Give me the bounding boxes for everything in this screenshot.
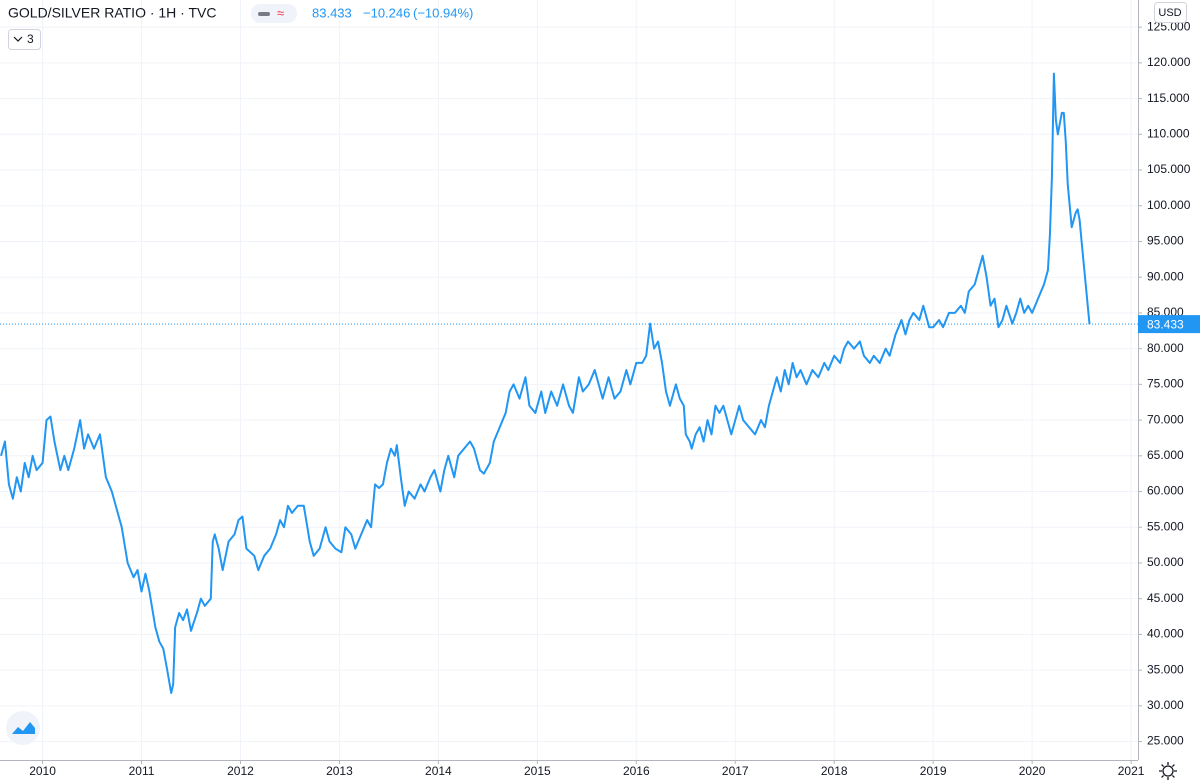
y-tick-label: 45.000 [1147,591,1184,605]
gear-teeth [1159,762,1177,780]
gear-icon [1162,765,1174,777]
settings-button[interactable] [1159,762,1177,780]
price-line [0,72,1091,694]
hide-icon [258,12,270,16]
y-tick-label: 120.000 [1147,55,1191,69]
y-tick-label: 65.000 [1147,448,1184,462]
compare-icon: ≈ [277,5,284,20]
axes: 25.000 30.000 35.000 40.000 45.000 50.000 55.0… [29,19,1200,778]
y-tick-label: 55.000 [1147,519,1184,533]
x-tick-label: 2012 [227,764,254,778]
y-tick-label: 70.000 [1147,412,1184,426]
x-tick-label: 2018 [821,764,848,778]
change: −10.246 [363,5,410,20]
y-tick-label: 110.000 [1147,126,1190,140]
y-tick-label: 30.000 [1147,698,1184,712]
y-tick-label: 75.000 [1147,377,1184,391]
logo[interactable] [6,711,40,745]
x-tick-label: 2019 [920,764,947,778]
x-tick-label: 2020 [1019,764,1046,778]
time-axis-bg [0,760,1200,783]
x-tick-label: 2011 [129,764,155,778]
x-tick-label: 2013 [326,764,353,778]
x-tick-label: 2017 [722,764,749,778]
grid [0,0,1138,760]
y-tick-label: 105.000 [1147,162,1191,176]
x-tick-label: 2021 [1118,764,1145,778]
change-percent: (−10.94%) [413,5,473,20]
x-tick-label: 2010 [29,764,56,778]
last-price-box [1138,315,1200,334]
y-tick-label: 50.000 [1147,555,1184,569]
indicator-count: 3 [27,32,34,46]
y-tick-label: 115.000 [1147,91,1190,105]
legend-toggle[interactable] [251,4,297,23]
y-tick-label: 100.000 [1147,198,1191,212]
y-tick-label: 40.000 [1147,627,1184,641]
y-tick-label: 60.000 [1147,484,1184,498]
indicators-toggle[interactable] [8,29,41,50]
logo-mark [12,722,35,734]
currency: USD [1158,7,1181,19]
x-tick-label: 2016 [623,764,650,778]
last-price-label: 83.433 [1147,317,1184,331]
y-tick-label: 35.000 [1147,662,1184,676]
chevron-icon [13,36,23,42]
price-axis-bg [1138,0,1200,783]
y-tick-label: 25.000 [1147,734,1184,748]
y-tick-label: 95.000 [1147,234,1184,248]
x-tick-label: 2014 [425,764,452,778]
plot [0,72,1138,694]
y-tick-label: 80.000 [1147,341,1184,355]
y-tick-label: 90.000 [1147,269,1184,283]
chart-title: GOLD/SILVER RATIO · 1H · TVC [8,5,216,21]
currency-button[interactable] [1154,2,1187,23]
x-tick-label: 2015 [524,764,551,778]
last-price: 83.433 [312,5,352,20]
